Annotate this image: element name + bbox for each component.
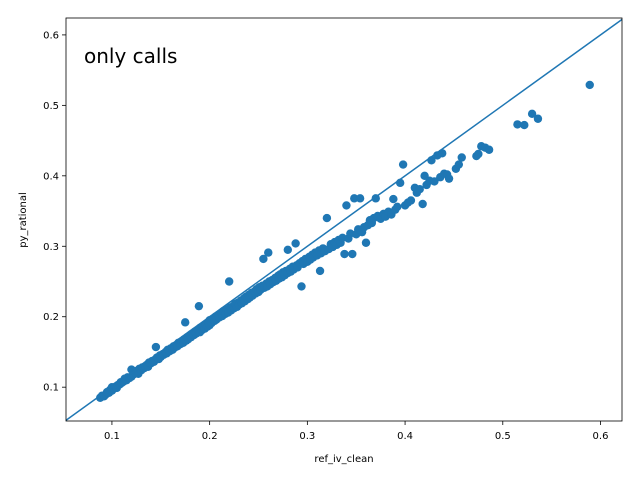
data-point [283,245,293,254]
x-axis-label: ref_iv_clean [314,454,373,465]
scatter-points [96,80,594,402]
data-point [297,282,306,291]
data-point [259,254,268,264]
x-tick-label: 0.2 [202,431,218,442]
data-point [520,120,529,130]
x-tick-label: 0.1 [104,431,120,442]
y-axis-label: py_rational [18,192,29,248]
x-axis-ticks: 0.1 0.2 0.3 0.4 0.5 0.6 [104,421,608,442]
data-point [291,239,300,248]
plot-frame [65,17,623,422]
annotation-label: only calls [84,44,177,68]
data-point [342,201,351,210]
data-point [418,199,427,209]
x-tick-label: 0.4 [397,431,413,442]
data-point [322,213,332,223]
reference-line [66,18,622,421]
data-point [355,194,365,203]
data-point [151,342,161,352]
data-point [585,80,594,90]
y-axis-ticks: 0.1 0.2 0.3 0.4 0.5 0.6 [43,30,66,394]
data-point [474,149,483,159]
data-point [454,160,464,169]
x-tick-label: 0.5 [495,431,511,442]
data-point [348,249,357,259]
x-tick-label: 0.3 [299,431,315,442]
data-point [444,174,454,183]
y-tick-label: 0.6 [43,30,59,41]
data-point [398,160,408,169]
data-point [194,301,204,311]
data-point [415,185,424,194]
data-point [457,153,466,162]
y-tick-label: 0.4 [43,171,59,182]
y-tick-label: 0.3 [43,242,59,253]
data-point [264,248,273,257]
data-point [389,194,398,204]
y-tick-label: 0.5 [43,101,59,112]
y-tick-label: 0.1 [43,383,59,394]
data-point [350,194,359,203]
data-point [484,145,494,154]
data-point [406,196,416,205]
data-point [224,277,234,286]
data-point [430,177,439,186]
y-tick-label: 0.2 [43,312,59,323]
data-point [361,238,371,247]
data-point [340,249,349,259]
data-point [527,109,537,119]
data-point [533,114,543,123]
data-point [181,318,190,327]
data-point [393,202,402,212]
data-point [315,266,325,276]
x-tick-label: 0.6 [593,431,609,442]
data-point [513,120,522,129]
